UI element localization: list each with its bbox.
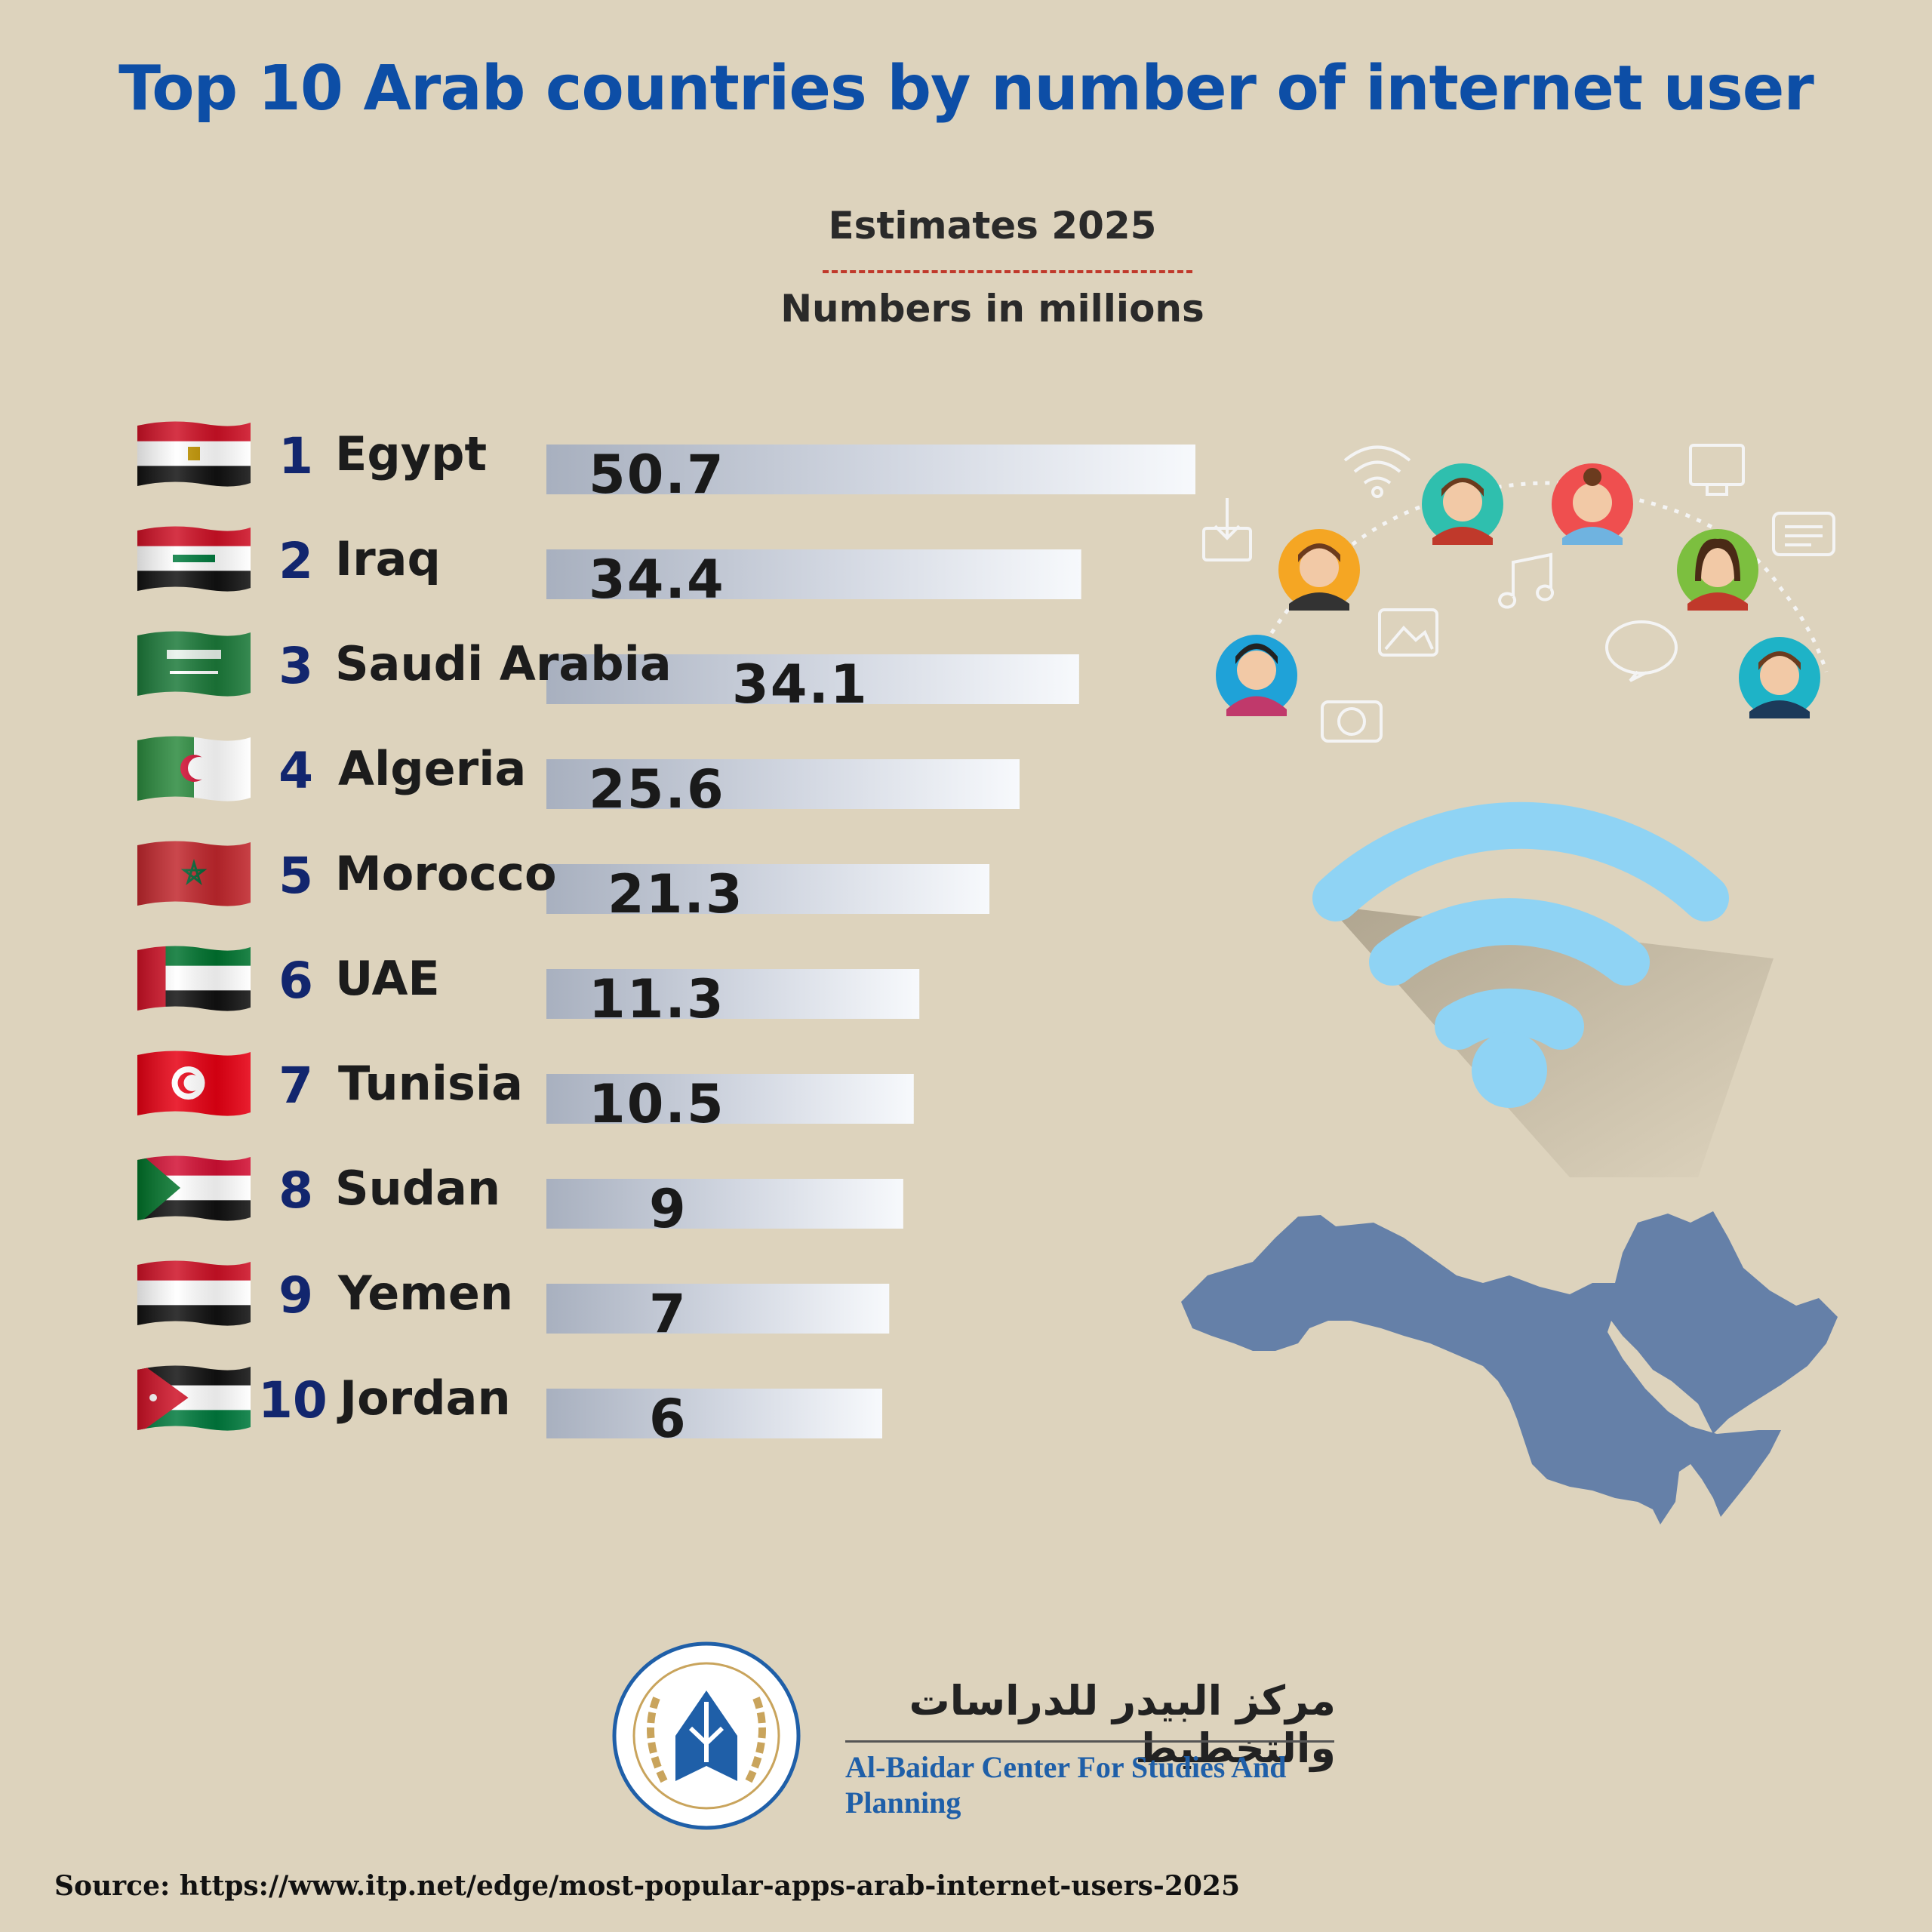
rank-label: 5 [278,847,313,905]
yemen-flag [137,1260,251,1326]
camera-icon [1321,700,1383,743]
country-label: Tunisia [338,1056,523,1111]
bar [546,445,1195,494]
bar [546,1389,882,1438]
avatar-icon [1677,529,1758,611]
music-icon [1498,552,1555,609]
value-label: 34.4 [589,549,725,611]
org-name-arabic: مركز البيدر للدراسات والتخطيط [909,1677,1336,1772]
country-label: Sudan [335,1161,500,1216]
avatar-icon [1216,635,1297,716]
chart-row: 8 Sudan 9 [137,1155,903,1240]
egypt-flag [137,421,251,487]
units-subtitle: Numbers in millions [780,287,1204,331]
avatar-icon [1278,529,1360,611]
al-baidar-logo [612,1641,801,1830]
country-label: Iraq [335,531,441,586]
chart-row: 2 Iraq 34.4 [137,526,1081,611]
rank-label: 7 [278,1057,313,1115]
monitor-icon [1689,444,1745,486]
avatar-icon [1552,463,1633,545]
wifi-dot-icon [1371,486,1383,498]
arab-world-map [1181,1211,1838,1524]
value-label: 11.3 [589,968,725,1030]
value-label: 21.3 [608,863,744,925]
chart-row: 10 Jordan 6 [137,1365,882,1450]
value-label: 50.7 [589,444,725,506]
chart-row: 1 Egypt 50.7 [137,421,1195,506]
rank-label: 1 [278,427,313,485]
morocco-flag [137,841,251,906]
bar [546,549,1081,599]
speech-bubble-icon [1605,620,1678,675]
country-label: Algeria [338,741,526,796]
value-label: 9 [649,1178,688,1240]
value-label: 7 [649,1283,688,1345]
bar [546,1284,890,1334]
algeria-flag [137,736,251,801]
value-label: 34.1 [732,654,869,715]
chart-row: 9 Yemen 7 [137,1260,890,1345]
subtitle-divider [823,270,1192,273]
people-network-illustration [1202,444,1835,743]
image-icon [1378,608,1438,657]
chart-row: 6 UAE 11.3 [137,946,920,1030]
country-label: Jordan [337,1371,511,1426]
tunisia-flag [137,1051,251,1116]
rank-label: 2 [278,532,313,590]
avatar-icon [1422,463,1503,545]
bar [546,864,990,914]
jordan-flag [137,1365,251,1431]
value-label: 10.5 [589,1073,725,1135]
wifi-outline-icon [1343,445,1411,485]
country-label: UAE [335,951,440,1006]
rank-label: 3 [278,637,313,695]
country-label: Yemen [337,1266,513,1321]
rank-label: 8 [278,1161,313,1220]
chart-row: 5 Morocco 21.3 [137,841,990,925]
value-label: 25.6 [589,758,725,820]
iraq-flag [137,526,251,592]
bar [546,969,920,1019]
chart-title: Top 10 Arab countries by number of inter… [118,53,1814,125]
bar [546,759,1020,809]
chart-row: 3 Saudi Arabia 34.1 [137,631,1079,715]
org-name-english: Al-Baidar Center For Studies And Plannin… [845,1750,1287,1820]
chart-rows: 1 Egypt 50.7 2 Iraq 34.4 3 Saudi Arabia 34.1 4 Alg… [137,421,1195,1450]
country-label: Saudi Arabia [335,636,672,691]
value-label: 6 [649,1388,688,1450]
source-citation: Source: https://www.itp.net/edge/most-po… [54,1870,1241,1902]
rank-label: 10 [258,1371,328,1429]
saudi-arabia-flag [137,631,251,697]
country-label: Egypt [335,426,487,481]
sudan-flag [137,1155,251,1221]
uae-flag [137,946,251,1011]
chart-row: 4 Algeria 25.6 [137,736,1020,820]
wifi-icon [1312,801,1774,1177]
rank-label: 4 [278,742,313,800]
avatar-icon [1739,637,1820,718]
estimates-subtitle: Estimates 2025 [828,204,1157,248]
rank-label: 6 [278,952,313,1010]
org-name-divider [845,1740,1334,1743]
chat-icon [1772,512,1835,556]
rank-label: 9 [278,1266,313,1324]
chart-row: 7 Tunisia 10.5 [137,1051,914,1135]
bar [546,1179,903,1229]
country-label: Morocco [335,846,557,901]
bar [546,1074,914,1124]
bar [546,654,1079,704]
